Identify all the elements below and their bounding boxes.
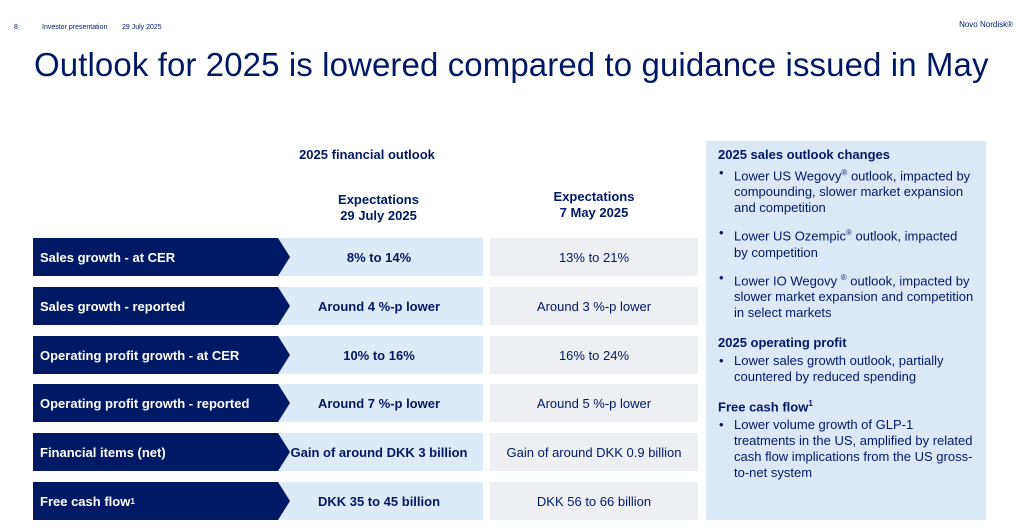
footnote-marker: 1	[130, 496, 135, 506]
slide-title: Outlook for 2025 is lowered compared to …	[34, 46, 989, 83]
column-header-current-line1: Expectations	[338, 192, 419, 207]
list-item: • Lower IO Wegovy ® outlook, impacted by …	[718, 270, 974, 321]
bullet-icon: •	[719, 225, 724, 241]
bullet-icon: •	[719, 352, 724, 368]
document-name: Investor presentation	[42, 24, 108, 31]
row-label-text: Free cash flow	[40, 493, 131, 509]
row-arrow-shape	[278, 336, 290, 374]
list-item: • Lower US Ozempic® outlook, impacted by …	[718, 225, 974, 260]
column-header-previous: Expectations 7 May 2025	[490, 189, 698, 221]
registered-mark: ®	[840, 272, 847, 282]
row-arrow-shape	[278, 433, 290, 471]
previous-expectation: Around 3 %-p lower	[490, 287, 698, 325]
previous-expectation: Gain of around DKK 0.9 billion	[490, 433, 698, 471]
row-label: Sales growth - at CER	[33, 238, 278, 276]
current-expectation: 8% to 14%	[275, 238, 483, 276]
bullet-icon: •	[719, 417, 724, 433]
table-row: Free cash flow 1 DKK 35 to 45 billion DKK…	[33, 482, 698, 520]
current-expectation: DKK 35 to 45 billion	[275, 482, 483, 520]
bullet-text: Lower volume growth of GLP-1 treatments …	[734, 417, 973, 481]
bullet-text-cont: outlook, impacted by competition	[734, 228, 958, 260]
table-row: Sales growth - at CER 8% to 14% 13% to 2…	[33, 238, 698, 276]
list-item: • Lower US Wegovy® outlook, impacted by c…	[718, 165, 974, 216]
brand-logo-text: Novo Nordisk®	[959, 20, 1013, 29]
column-header-current: Expectations 29 July 2025	[275, 192, 482, 224]
bullet-icon: •	[719, 165, 724, 180]
row-arrow-shape	[278, 238, 290, 276]
table-row: Sales growth - reported Around 4 %-p low…	[33, 287, 698, 325]
operating-profit-heading: 2025 operating profit	[718, 334, 847, 350]
free-cash-flow-heading: Free cash flow1	[718, 399, 974, 414]
previous-expectation: 16% to 24%	[490, 336, 698, 374]
column-header-previous-line1: Expectations	[553, 189, 635, 204]
current-expectation: 10% to 16%	[275, 336, 483, 374]
row-arrow-shape	[278, 384, 290, 422]
current-expectation: Around 4 %-p lower	[275, 287, 483, 325]
bullet-text-cont: outlook, impacted by compounding, slower…	[734, 168, 971, 216]
row-label: Operating profit growth - reported	[33, 384, 278, 422]
footnote-marker: 1	[808, 398, 813, 408]
operating-profit-list: • Lower sales growth outlook, partially c…	[718, 353, 974, 385]
row-label: Free cash flow 1	[33, 482, 278, 520]
column-header-previous-line2: 7 May 2025	[559, 205, 629, 220]
row-label: Operating profit growth - at CER	[33, 336, 278, 374]
free-cash-flow-list: • Lower volume growth of GLP-1 treatments…	[718, 417, 974, 481]
previous-expectation: 13% to 21%	[490, 238, 698, 276]
row-label: Sales growth - reported	[33, 287, 278, 325]
row-label-text: Operating profit growth - at CER	[40, 347, 240, 363]
slide-meta: 8 Investor presentation 29 July 2025	[14, 24, 162, 31]
row-label-text: Sales growth - reported	[40, 298, 186, 314]
bullet-text: Lower sales growth outlook, partially co…	[734, 352, 944, 384]
list-item: • Lower sales growth outlook, partially c…	[718, 353, 974, 385]
current-expectation: Around 7 %-p lower	[275, 384, 483, 422]
table-row: Operating profit growth - at CER 10% to …	[33, 336, 698, 374]
bullet-text: Lower US Ozempic	[734, 228, 846, 244]
column-header-current-line2: 29 July 2025	[340, 208, 417, 223]
table-row: Financial items (net) Gain of around DKK…	[33, 433, 698, 471]
row-label-text: Financial items (net)	[40, 444, 166, 460]
bullet-text: Lower US Wegovy	[734, 168, 842, 184]
list-item: • Lower volume growth of GLP-1 treatments…	[718, 417, 974, 481]
current-expectation: Gain of around DKK 3 billion	[275, 433, 483, 471]
row-arrow-shape	[278, 287, 290, 325]
row-label-text: Sales growth - at CER	[40, 249, 176, 265]
bullet-icon: •	[719, 269, 724, 285]
presentation-date: 29 July 2025	[122, 24, 162, 31]
bullet-text-cont: outlook, impacted by slower market expan…	[734, 272, 974, 320]
registered-mark: ®	[841, 168, 848, 177]
table-heading: 2025 financial outlook	[299, 147, 435, 162]
sales-outlook-list: • Lower US Wegovy® outlook, impacted by c…	[718, 165, 974, 321]
sales-outlook-heading: 2025 sales outlook changes	[718, 147, 890, 162]
row-label: Financial items (net)	[33, 433, 278, 471]
row-arrow-shape	[278, 482, 290, 520]
heading-text: Free cash flow	[718, 399, 809, 415]
registered-mark: ®	[845, 228, 852, 238]
row-label-text: Operating profit growth - reported	[40, 395, 250, 411]
page-number: 8	[14, 24, 18, 31]
previous-expectation: Around 5 %-p lower	[490, 384, 698, 422]
outlook-commentary-panel: 2025 sales outlook changes • Lower US Weg…	[706, 141, 986, 520]
previous-expectation: DKK 56 to 66 billion	[490, 482, 698, 520]
bullet-text: Lower IO Wegovy	[734, 272, 841, 288]
table-row: Operating profit growth - reported Aroun…	[33, 384, 698, 422]
